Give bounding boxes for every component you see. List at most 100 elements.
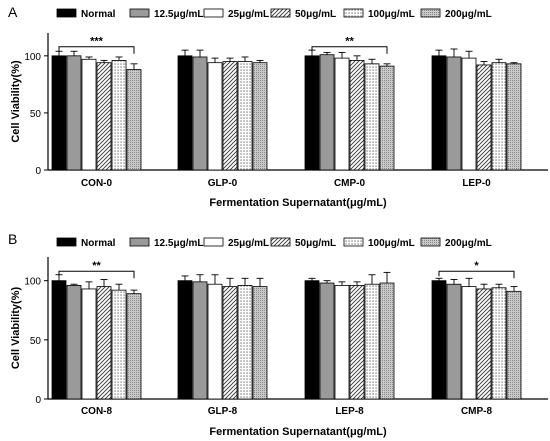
- bar: [177, 55, 193, 171]
- bar-group: CON-8: [51, 274, 142, 417]
- bar: [51, 55, 67, 171]
- x-tick-label: GLP-0: [208, 178, 238, 189]
- bar: [364, 283, 380, 400]
- y-axis-label: Cell Viability(%): [10, 60, 22, 143]
- bar: [81, 288, 97, 400]
- legend-swatch: [270, 8, 291, 18]
- bar: [126, 69, 142, 171]
- bar: [476, 64, 492, 171]
- x-tick-label: LEP-0: [462, 178, 491, 189]
- bar: [379, 282, 395, 400]
- legend-swatch: [343, 237, 364, 247]
- y-tick-label: 50: [30, 109, 42, 120]
- y-tick-label: 0: [35, 166, 41, 177]
- bar: [252, 62, 268, 171]
- bar: [334, 57, 350, 171]
- bar: [252, 286, 268, 400]
- bar: [461, 57, 477, 171]
- bar: [207, 283, 223, 400]
- bracket-line: [58, 46, 135, 54]
- bar: [237, 61, 253, 171]
- legend-label: Normal: [81, 9, 116, 20]
- bar: [192, 281, 208, 400]
- bar: [111, 60, 127, 171]
- bar: [222, 286, 238, 400]
- x-tick-label: CON-8: [81, 406, 113, 417]
- bar: [319, 54, 335, 171]
- bar: [491, 287, 507, 400]
- significance-label: *: [474, 260, 479, 272]
- bar: [319, 282, 335, 400]
- bar: [491, 62, 507, 171]
- bar: [506, 63, 522, 171]
- x-axis-label: Fermentation Supernatant(μg/mL): [209, 197, 387, 209]
- legend-label: 25μg/mL: [228, 238, 269, 249]
- bar: [126, 293, 142, 400]
- bar: [207, 62, 223, 171]
- y-tick-label: 100: [24, 52, 41, 63]
- bar: [66, 284, 82, 400]
- bar: [476, 288, 492, 400]
- x-tick-label: CMP-0: [334, 178, 366, 189]
- bracket-line: [311, 46, 388, 54]
- legend-label: 12.5μg/mL: [154, 9, 203, 20]
- legend-label: 100μg/mL: [368, 9, 415, 20]
- bracket-line: [438, 270, 515, 279]
- y-axis-label: Cell Viability(%): [10, 287, 22, 370]
- panel-A: A Normal 12.5μg/mL 25μg/mL 50μg/mL 100μg/mL 20…: [8, 4, 548, 209]
- bar: [96, 62, 112, 171]
- bar: [304, 55, 320, 171]
- bar: [51, 280, 67, 400]
- bar: [96, 286, 112, 400]
- bar: [379, 65, 395, 171]
- significance-bracket: **: [311, 36, 388, 54]
- bar: [349, 60, 365, 171]
- x-tick-label: LEP-8: [335, 406, 364, 417]
- bar-group: GLP-8: [177, 274, 268, 417]
- y-tick-label: 50: [30, 336, 42, 347]
- bar: [111, 289, 127, 400]
- y-tick-label: 0: [35, 395, 41, 406]
- panel-letter: B: [8, 231, 17, 247]
- legend-swatch: [56, 8, 77, 18]
- bar: [222, 61, 238, 171]
- bar: [81, 58, 97, 171]
- legend: Normal 12.5μg/mL 25μg/mL 50μg/mL 100μg/mL 200…: [56, 8, 492, 20]
- legend-swatch: [203, 237, 224, 247]
- bar: [431, 280, 447, 400]
- bar-group: CMP-8: [431, 277, 522, 417]
- bar: [461, 286, 477, 400]
- bar: [446, 283, 462, 400]
- bar: [431, 55, 447, 171]
- x-tick-label: GLP-8: [208, 406, 238, 417]
- bar: [334, 284, 350, 400]
- legend-swatch: [420, 8, 441, 18]
- bar-group: CMP-0: [304, 49, 395, 189]
- significance-label: **: [92, 260, 101, 272]
- legend-swatch: [203, 8, 224, 18]
- bar-group: LEP-8: [304, 271, 395, 417]
- legend-swatch: [420, 237, 441, 247]
- bar: [237, 284, 253, 400]
- significance-bracket: ***: [58, 36, 135, 54]
- significance-bracket: **: [58, 260, 135, 279]
- y-tick-label: 100: [24, 277, 41, 288]
- legend-label: Normal: [81, 238, 116, 249]
- bar-group: LEP-0: [431, 48, 522, 189]
- legend: Normal 12.5μg/mL 25μg/mL 50μg/mL 100μg/mL 200…: [56, 237, 492, 249]
- bar: [177, 280, 193, 400]
- legend-swatch: [129, 237, 150, 247]
- legend-label: 12.5μg/mL: [154, 238, 203, 249]
- legend-label: 25μg/mL: [228, 9, 269, 20]
- legend-swatch: [343, 8, 364, 18]
- legend-label: 50μg/mL: [295, 238, 336, 249]
- bar: [66, 55, 82, 171]
- bracket-line: [58, 270, 135, 279]
- significance-bracket: *: [438, 260, 515, 279]
- bar: [446, 56, 462, 171]
- significance-label: ***: [90, 36, 104, 48]
- bar: [364, 63, 380, 171]
- bar: [304, 280, 320, 400]
- significance-label: **: [345, 36, 354, 48]
